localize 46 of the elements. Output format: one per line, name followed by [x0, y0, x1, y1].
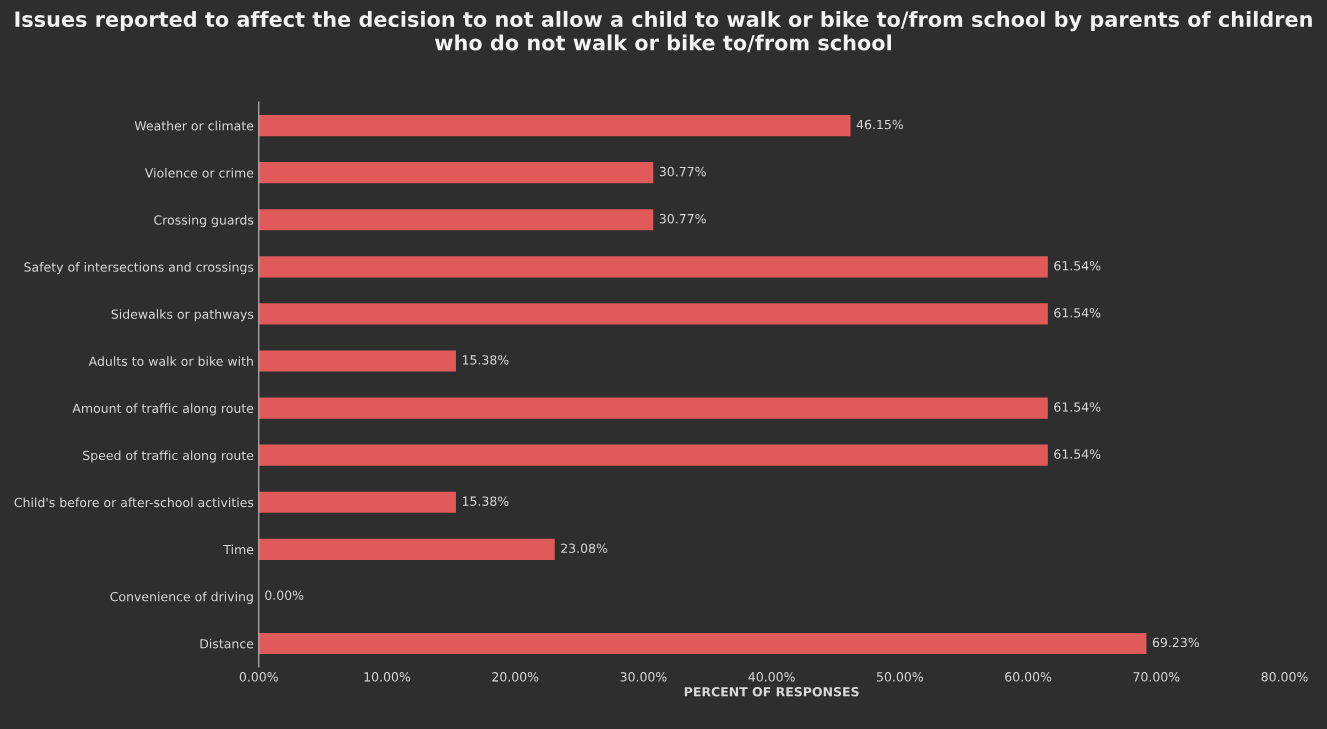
x-tick-label: 70.00%: [1133, 672, 1180, 682]
x-tick-label: 30.00%: [620, 672, 667, 682]
data-label: 69.23%: [1152, 637, 1199, 648]
y-tick-label: Weather or climate: [134, 120, 254, 131]
data-label: 61.54%: [1054, 308, 1101, 318]
bar: [258, 162, 654, 184]
y-tick-label: Time: [223, 544, 254, 555]
bar: [258, 538, 555, 560]
bar: [258, 256, 1048, 278]
bar: [258, 444, 1048, 466]
y-tick-label: Sidewalks or pathways: [111, 309, 254, 322]
y-tick-label: Speed of traffic along route: [83, 450, 254, 463]
data-label: 15.38%: [462, 355, 509, 365]
x-tick-label: 60.00%: [1005, 672, 1052, 682]
data-label: 30.77%: [659, 213, 706, 224]
x-tick-label: 80.00%: [1261, 672, 1308, 682]
y-tick-label: Convenience of driving: [110, 591, 253, 604]
bar: [258, 350, 456, 372]
x-tick-label: 50.00%: [877, 672, 924, 682]
bar: [258, 632, 1147, 655]
y-tick-label: Safety of intersections and crossings: [24, 262, 254, 275]
y-tick-label: Distance: [200, 638, 254, 649]
bar: [258, 303, 1048, 325]
data-label: 23.08%: [561, 543, 608, 553]
data-label: 0.00%: [265, 590, 304, 601]
data-label: 30.77%: [659, 166, 706, 177]
y-tick-label: Adults to walk or bike with: [88, 356, 253, 366]
x-tick-label: 0.00%: [239, 672, 278, 682]
y-tick-label: Child's before or after-school activities: [14, 497, 254, 508]
bar: [258, 491, 456, 513]
x-tick-label: 10.00%: [364, 672, 411, 682]
data-label: 15.38%: [462, 496, 509, 506]
bar: [258, 397, 1048, 419]
x-tick-label: 40.00%: [748, 672, 795, 682]
y-tick-label: Amount of traffic along route: [72, 403, 254, 416]
data-label: 61.54%: [1054, 261, 1101, 271]
y-tick-label: Violence or crime: [144, 167, 254, 178]
chart-title: Issues reported to affect the decision to not allow a child to walk or bike to/from school by parents of children who do not walk or bike to/from school: [15, 10, 1312, 53]
x-axis-title: PERCENT OF RESPONSES: [684, 686, 859, 697]
data-label: 61.54%: [1054, 402, 1101, 412]
data-label: 46.15%: [856, 119, 904, 130]
bar: [258, 115, 851, 137]
y-tick-label: Crossing guards: [154, 215, 254, 228]
data-label: 61.54%: [1054, 449, 1101, 459]
x-tick-label: 20.00%: [492, 672, 539, 682]
bar: [258, 209, 654, 231]
